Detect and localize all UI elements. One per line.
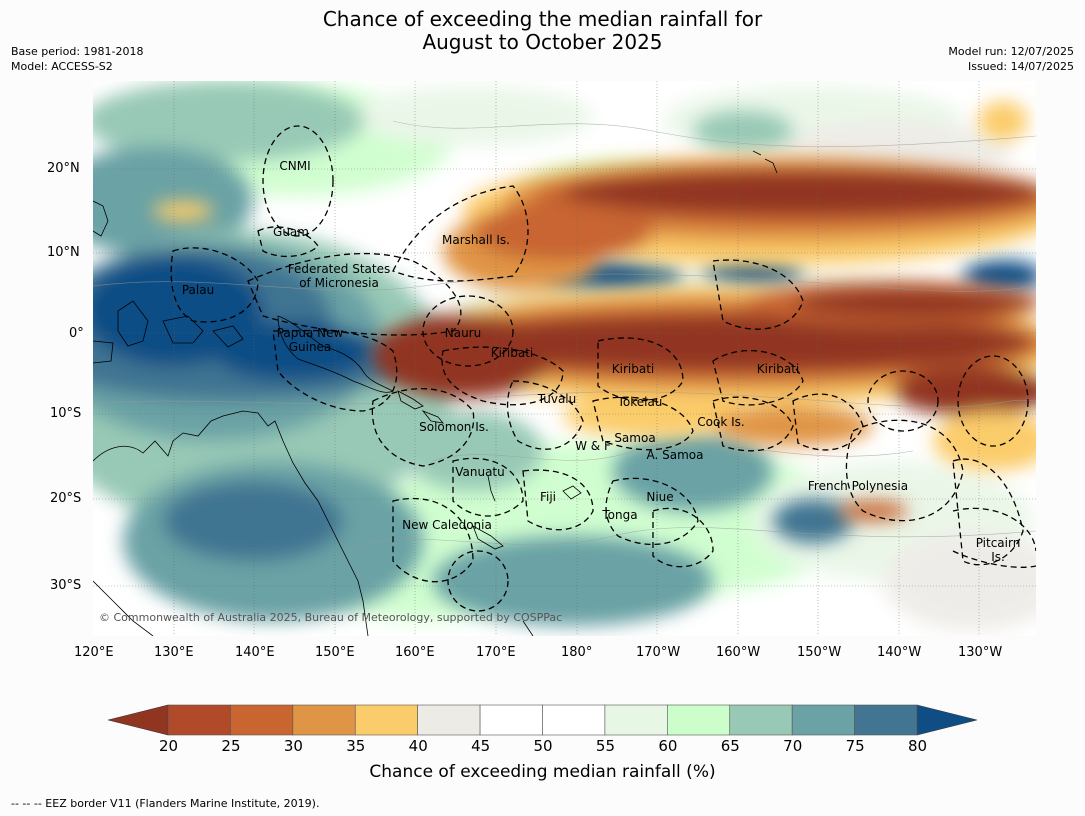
label-cnmi: CNMI [279, 159, 310, 173]
label-palau: Palau [182, 283, 214, 297]
lon-label: 170°W [636, 645, 681, 660]
lat-label: 20°N [47, 161, 80, 176]
colorbar-tick-label: 50 [533, 737, 553, 755]
lat-label: 30°S [50, 578, 82, 593]
lon-label: 150°W [797, 645, 842, 660]
label-fsm-2: of Micronesia [299, 276, 379, 290]
colorbar-bin [292, 704, 356, 736]
label-png-2: Guinea [289, 340, 332, 354]
colorbar-tick-label: 70 [783, 737, 803, 755]
label-pitcairn-2: Is. [991, 550, 1005, 564]
colorbar-bin [729, 704, 793, 736]
lat-label: 10°N [47, 245, 80, 260]
lat-label: 0° [69, 326, 84, 341]
lon-label: 160°E [395, 645, 435, 660]
coastlines [93, 150, 778, 636]
label-niue: Niue [646, 490, 673, 504]
eez-borders [170, 125, 1036, 612]
copyright-notice: © Commonwealth of Australia 2025, Bureau… [99, 611, 562, 624]
label-tokelau: Tokelau [617, 395, 663, 409]
colorbar-tick-label: 65 [720, 737, 740, 755]
lon-label: 140°W [877, 645, 922, 660]
model-name: Model: ACCESS-S2 [11, 60, 113, 73]
colorbar-tick-label: 80 [908, 737, 928, 755]
label-tuvalu: Tuvalu [537, 392, 577, 406]
lon-label: 130°E [154, 645, 194, 660]
probability-field [93, 81, 1036, 631]
rainfall-map: CNMI Guam Marshall Is. Federated States … [93, 81, 1036, 636]
colorbar-bin [667, 704, 731, 736]
colorbar-bin [417, 704, 481, 736]
label-cook: Cook Is. [697, 415, 744, 429]
graticule [93, 81, 1036, 636]
label-kiribati-3: Kiribati [757, 362, 799, 376]
label-guam: Guam [273, 225, 309, 239]
lon-label: 180° [561, 645, 593, 660]
label-solomon: Solomon Is. [419, 420, 489, 434]
lon-label: 130°W [958, 645, 1003, 660]
colorbar-bin [604, 704, 668, 736]
colorbar-bin [854, 704, 918, 736]
label-pitcairn-1: Pitcairn [976, 536, 1021, 550]
region-labels: CNMI Guam Marshall Is. Federated States … [182, 159, 1020, 564]
colorbar-tick-label: 25 [221, 737, 241, 755]
meta-right: Model run: 12/07/2025 Issued: 14/07/2025 [948, 44, 1074, 74]
colorbar [107, 704, 978, 736]
colorbar-over-arrow [916, 704, 978, 736]
colorbar-tick-label: 40 [408, 737, 428, 755]
label-kiribati-1: Kiribati [491, 346, 533, 360]
label-tonga: Tonga [601, 508, 637, 522]
colorbar-bin [791, 704, 855, 736]
colorbar-tick-label: 45 [471, 737, 491, 755]
label-samoa: Samoa [614, 431, 655, 445]
lon-label: 170°E [476, 645, 516, 660]
label-nauru: Nauru [445, 326, 481, 340]
colorbar-bin [479, 704, 543, 736]
label-asamoa: A. Samoa [647, 448, 704, 462]
label-kiribati-2: Kiribati [612, 362, 654, 376]
colorbar-tick-label: 20 [159, 737, 179, 755]
colorbar-tick-label: 30 [283, 737, 303, 755]
model-run: Model run: 12/07/2025 [948, 45, 1074, 58]
label-vanuatu: Vanuatu [455, 465, 505, 479]
issued-date: Issued: 14/07/2025 [967, 60, 1074, 73]
title-line-1: Chance of exceeding the median rainfall … [322, 7, 763, 31]
lat-label: 10°S [50, 406, 82, 421]
colorbar-tick-label: 55 [595, 737, 615, 755]
label-png-1: Papua New [277, 326, 344, 340]
chart-title: Chance of exceeding the median rainfall … [0, 8, 1085, 54]
colorbar-under-arrow [107, 704, 169, 736]
lon-label: 150°E [315, 645, 355, 660]
title-line-2: August to October 2025 [422, 30, 663, 54]
label-marshall: Marshall Is. [442, 233, 510, 247]
lon-label: 160°W [716, 645, 761, 660]
label-french-polynesia: French Polynesia [808, 479, 908, 493]
label-wf: W & F [575, 439, 611, 453]
label-fiji: Fiji [540, 490, 556, 504]
meta-left: Base period: 1981-2018 Model: ACCESS-S2 [11, 44, 143, 74]
colorbar-bin [230, 704, 294, 736]
lat-label: 20°S [50, 491, 82, 506]
colorbar-title: Chance of exceeding median rainfall (%) [369, 762, 716, 782]
label-fsm-1: Federated States [288, 262, 390, 276]
lon-label: 120°E [74, 645, 114, 660]
colorbar-bin [542, 704, 606, 736]
base-period: Base period: 1981-2018 [11, 45, 144, 58]
colorbar-bin [167, 704, 231, 736]
colorbar-tick-label: 60 [658, 737, 678, 755]
colorbar-tick-label: 75 [845, 737, 865, 755]
colorbar-bin [354, 704, 418, 736]
lon-label: 140°E [235, 645, 275, 660]
eez-footnote: -- -- -- EEZ border V11 (Flanders Marine… [11, 797, 320, 810]
label-new-caledonia: New Caledonia [402, 518, 492, 532]
colorbar-tick-label: 35 [346, 737, 366, 755]
